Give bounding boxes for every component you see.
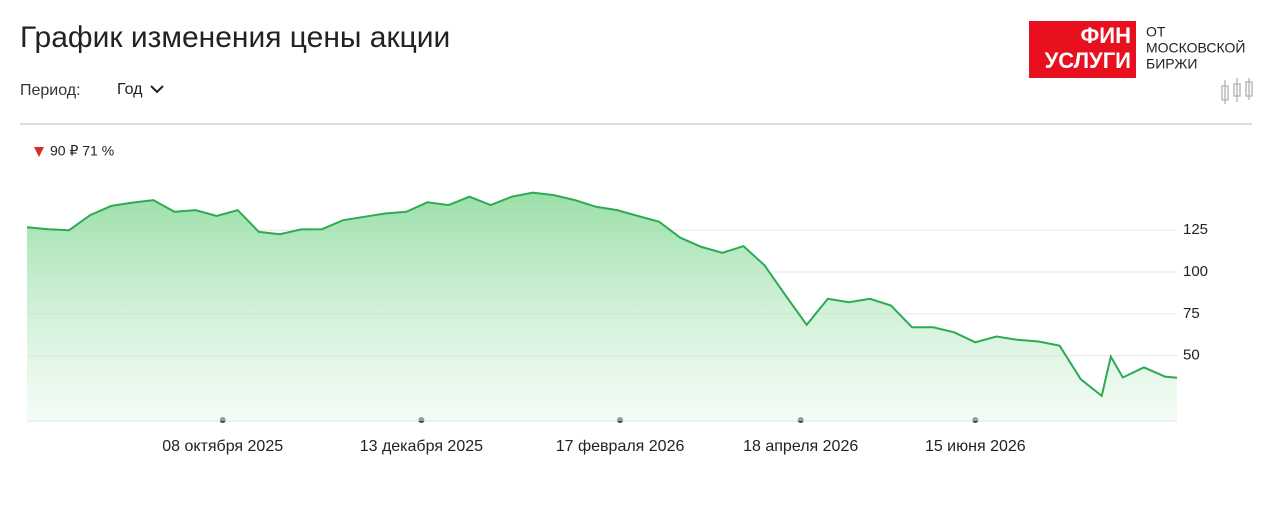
logo-text: ФИН — [1081, 23, 1131, 48]
area — [27, 192, 1177, 421]
page-title: График изменения цены акции — [20, 21, 450, 54]
x-tick-label: 08 октября 2025 — [162, 438, 283, 455]
x-tick-label: 13 декабря 2025 — [360, 438, 483, 455]
logo-box — [1029, 21, 1136, 78]
price-line — [26, 191, 1178, 398]
down-icon — [34, 147, 44, 157]
y-tick-label: 50 — [1183, 347, 1200, 364]
chart-type-toggle[interactable] — [1221, 78, 1253, 104]
price-change: 90 ₽ 71 % — [50, 143, 114, 159]
period-select[interactable]: Год — [117, 81, 143, 98]
logo-side: МОСКОВСКОЙ — [1146, 39, 1245, 56]
logo-text: УСЛУГИ — [1045, 48, 1131, 73]
y-tick-label: 100 — [1183, 263, 1208, 280]
dropdown-arrow[interactable] — [150, 85, 164, 94]
period-label: Период: — [20, 82, 81, 99]
x-tick-label: 15 июня 2026 — [925, 438, 1026, 455]
y-tick-label: 75 — [1183, 305, 1200, 322]
logo-side: БИРЖИ — [1146, 56, 1197, 72]
x-tick-label: 17 февраля 2026 — [556, 438, 685, 455]
y-tick-label: 125 — [1183, 221, 1208, 238]
logo-side: ОТ — [1146, 24, 1166, 40]
x-tick-label: 18 апреля 2026 — [743, 438, 858, 455]
